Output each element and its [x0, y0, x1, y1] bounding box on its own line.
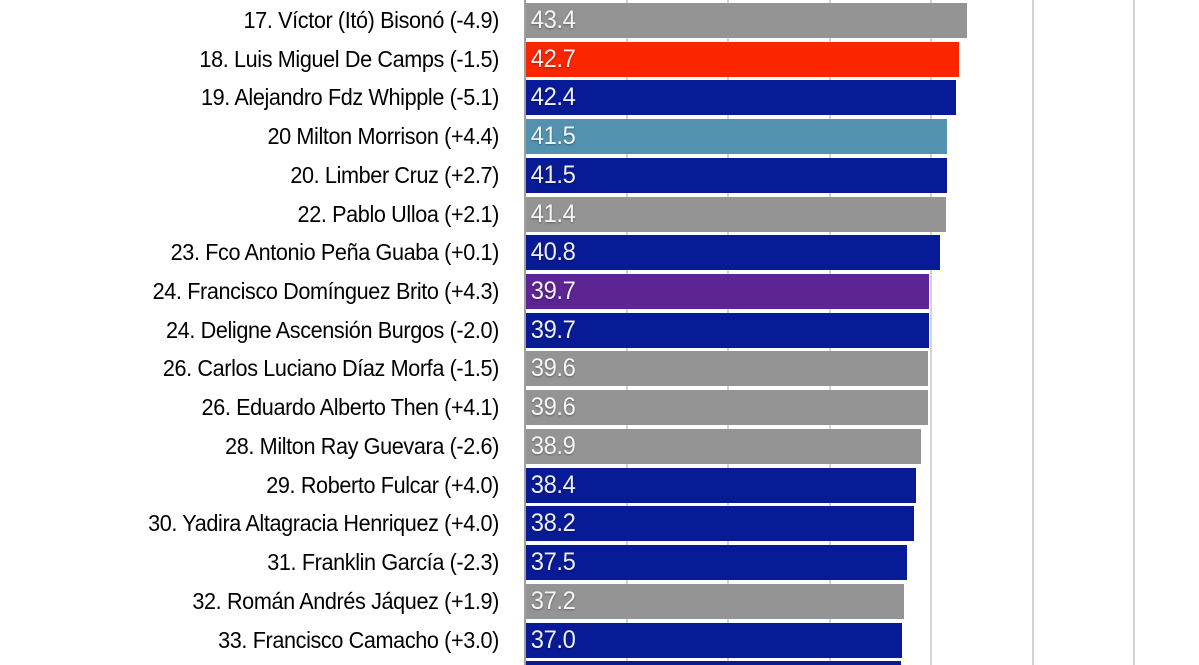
bar-row-label: 17. Víctor (Itó) Bisonó (-4.9): [243, 7, 500, 33]
bar-row-label: 28. Milton Ray Guevara (-2.6): [225, 432, 499, 459]
bar-row-label: 26. Eduardo Alberto Then (+4.1): [201, 394, 500, 421]
bar-value-label: 37.5: [530, 548, 576, 577]
bar-value-label: 39.7: [530, 277, 576, 306]
bar[interactable]: 43.4: [526, 3, 967, 38]
bar[interactable]: 37.0: [526, 622, 902, 658]
bar-row-label: 31. Franklin García (-2.3): [267, 549, 499, 576]
bar-value-label: 42.7: [530, 44, 576, 73]
y-axis-line: [524, 0, 526, 665]
bar-row-label: 20. Limber Cruz (+2.7): [290, 161, 499, 188]
bar-value-label: 39.6: [530, 354, 576, 383]
bar[interactable]: 38.2: [526, 506, 914, 542]
bar[interactable]: 39.7: [526, 312, 929, 348]
bar[interactable]: 41.4: [526, 196, 947, 232]
bar-row-label: 26. Carlos Luciano Díaz Morfa (-1.5): [162, 355, 500, 382]
bar[interactable]: 42.7: [526, 41, 960, 77]
x-gridline: [930, 0, 932, 665]
bar-row-label: 29. Roberto Fulcar (+4.0): [266, 471, 499, 498]
bar-value-label: 39.6: [530, 393, 576, 422]
bar-row-label: 18. Luis Miguel De Camps (-1.5): [199, 45, 499, 72]
bar-value-label: 42.4: [530, 83, 576, 112]
bar-value-label: 37.2: [530, 586, 576, 615]
bar-value-label: 41.4: [530, 199, 576, 228]
bar[interactable]: 41.5: [526, 157, 948, 193]
bar[interactable]: 38.9: [526, 428, 921, 464]
bar-row-label: 22. Pablo Ulloa (+2.1): [297, 200, 500, 227]
bar-value-label: 38.9: [530, 431, 576, 460]
bar[interactable]: 38.4: [526, 467, 916, 503]
bar[interactable]: 42.4: [526, 80, 957, 116]
bar-value-label: 39.7: [530, 315, 576, 344]
bar-row-label: 24. Francisco Domínguez Brito (+4.3): [152, 278, 500, 305]
bar-value-label: 38.2: [530, 509, 576, 538]
bar[interactable]: 37.5: [526, 545, 907, 581]
bar-row-label: 30. Yadira Altagracia Henriquez (+4.0): [148, 510, 499, 537]
bar-row-label: 24. Deligne Ascensión Burgos (-2.0): [166, 316, 499, 343]
x-gridline: [1133, 0, 1135, 665]
bar-value-label: 41.5: [530, 160, 576, 189]
bar-row-label: 19. Alejandro Fdz Whipple (-5.1): [200, 84, 499, 111]
bar[interactable]: 39.6: [526, 351, 928, 387]
bar[interactable]: 40.8: [526, 235, 941, 271]
bar-value-label: 41.5: [530, 122, 576, 151]
bar-row-label: 32. Román Andrés Jáquez (+1.9): [192, 587, 499, 614]
bar-row-label: 23. Fco Antonio Peña Guaba (+0.1): [170, 239, 500, 266]
x-gridline: [1031, 0, 1034, 665]
bar[interactable]: 39.6: [526, 390, 928, 426]
bar-row-label: 33. Francisco Camacho (+3.0): [218, 626, 500, 653]
bar-value-label: 40.8: [530, 238, 576, 267]
bar[interactable]: 41.5: [526, 119, 948, 155]
bar-value-label: 43.4: [530, 6, 576, 34]
partial-bar[interactable]: [526, 661, 901, 665]
bar-value-label: 38.4: [530, 470, 576, 499]
bar-value-label: 37.0: [530, 625, 576, 654]
bar[interactable]: 37.2: [526, 583, 904, 619]
bar-row-label: 20 Milton Morrison (+4.4): [267, 123, 499, 150]
bar[interactable]: 39.7: [526, 274, 929, 310]
